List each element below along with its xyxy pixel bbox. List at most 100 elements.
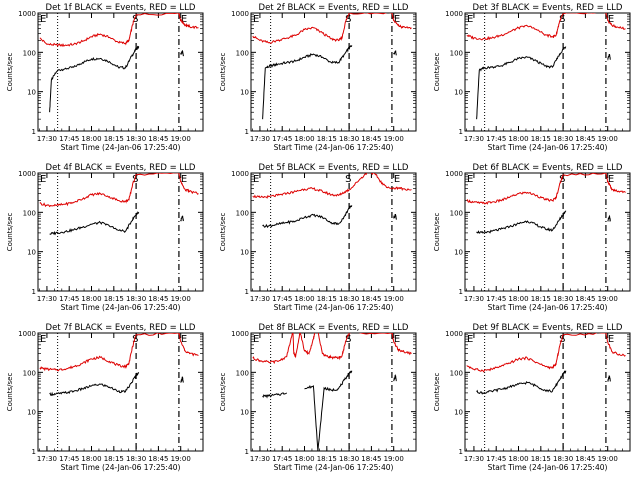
s-marker-label: S (345, 174, 351, 185)
x-axis-label: Start Time (24-Jan-06 17:25:40) (61, 303, 181, 312)
events-series-line (262, 205, 397, 229)
chart-panel: Det 4f BLACK = Events, RED = LLD 1 10 100 10… (6, 163, 204, 312)
x-tick-label: 18:45 (575, 455, 595, 463)
y-axis-label: Counts/sec (6, 53, 14, 92)
series-group (252, 333, 412, 451)
x-tick-label: 18:15 (531, 455, 551, 463)
x-tick-label: 17:30 (250, 135, 270, 143)
y-tick-label: 10 (240, 249, 249, 257)
s-marker-label: S (132, 14, 138, 25)
s-marker-label: S (132, 334, 138, 345)
y-tick-label: 100 (23, 49, 36, 57)
y-tick-label: 10 (27, 249, 36, 257)
x-tick-label: 18:45 (148, 295, 168, 303)
x-tick-label: 18:30 (126, 455, 146, 463)
lld-series-line (466, 173, 626, 205)
e-marker-label: E (467, 14, 473, 25)
lld-series-line (39, 333, 199, 372)
y-axis-label: Counts/sec (433, 373, 441, 412)
y-tick-label: 1000 (18, 10, 36, 18)
x-tick-label: 18:30 (126, 295, 146, 303)
e-marker-label: E (608, 334, 614, 345)
x-tick-label: 17:30 (464, 455, 484, 463)
y-axis-label: Counts/sec (6, 213, 14, 252)
y-tick-label: 1000 (231, 330, 249, 338)
x-tick-label: 17:30 (37, 295, 57, 303)
chart-title: Det 1f BLACK = Events, RED = LLD (46, 3, 196, 13)
chart-title: Det 4f BLACK = Events, RED = LLD (46, 163, 196, 173)
series-group (466, 173, 626, 234)
x-tick-label: 18:30 (553, 295, 573, 303)
x-tick-label: 18:45 (361, 135, 381, 143)
chart-title: Det 5f BLACK = Events, RED = LLD (259, 163, 409, 173)
lld-series-line (252, 173, 412, 199)
x-tick-label: 18:15 (317, 455, 337, 463)
series-group (466, 333, 626, 395)
y-tick-label: 100 (23, 369, 36, 377)
e-marker-label: E (253, 14, 259, 25)
x-tick-label: 18:45 (361, 295, 381, 303)
x-tick-label: 18:15 (104, 455, 124, 463)
x-tick-label: 18:00 (294, 295, 314, 303)
y-tick-label: 1000 (445, 330, 463, 338)
e-marker-label: E (608, 174, 614, 185)
chart-panel: Det 6f BLACK = Events, RED = LLD 1 10 100 10… (433, 163, 631, 312)
s-marker-label: S (345, 14, 351, 25)
events-series-line (262, 45, 397, 120)
series-group (39, 333, 199, 396)
events-series-line (49, 211, 184, 236)
x-tick-label: 17:30 (37, 455, 57, 463)
e-marker-label: E (394, 14, 400, 25)
x-axis-label: Start Time (24-Jan-06 17:25:40) (61, 463, 181, 472)
e-marker-label: E (181, 174, 187, 185)
x-tick-label: 17:45 (59, 295, 79, 303)
x-axis-label: Start Time (24-Jan-06 17:25:40) (61, 143, 181, 152)
plot-frame (37, 332, 204, 452)
y-tick-label: 1000 (231, 10, 249, 18)
e-marker-label: E (394, 174, 400, 185)
lld-series-line (39, 13, 199, 48)
series-group (252, 173, 412, 229)
x-tick-label: 17:45 (272, 135, 292, 143)
plot-frame (250, 12, 417, 132)
x-tick-label: 18:30 (126, 135, 146, 143)
events-series-line (476, 46, 611, 120)
x-tick-label: 19:00 (598, 295, 618, 303)
x-tick-label: 17:30 (37, 135, 57, 143)
y-tick-label: 1000 (445, 10, 463, 18)
y-axis-label: Counts/sec (433, 213, 441, 252)
lld-series-line (466, 13, 626, 41)
chart-title: Det 9f BLACK = Events, RED = LLD (473, 323, 623, 333)
chart-title: Det 3f BLACK = Events, RED = LLD (473, 3, 623, 13)
chart-title: Det 7f BLACK = Events, RED = LLD (46, 323, 196, 333)
x-tick-label: 17:30 (464, 135, 484, 143)
plot-frame (464, 172, 631, 292)
plot-frame (464, 332, 631, 452)
x-tick-label: 18:00 (508, 455, 528, 463)
e-marker-label: E (467, 174, 473, 185)
x-tick-label: 18:45 (148, 135, 168, 143)
x-tick-label: 18:15 (104, 135, 124, 143)
y-tick-label: 100 (236, 369, 249, 377)
y-tick-label: 100 (450, 369, 463, 377)
y-axis-label: Counts/sec (219, 373, 227, 412)
x-axis-label: Start Time (24-Jan-06 17:25:40) (488, 303, 608, 312)
y-tick-label: 1 (245, 288, 249, 296)
events-series-line (476, 210, 611, 234)
y-tick-label: 1000 (18, 170, 36, 178)
y-tick-label: 1 (32, 128, 36, 136)
x-tick-label: 18:00 (294, 135, 314, 143)
y-axis-label: Counts/sec (219, 213, 227, 252)
series-group (39, 13, 199, 113)
y-tick-label: 1 (459, 288, 463, 296)
events-series-line (262, 370, 397, 451)
y-tick-label: 1000 (18, 330, 36, 338)
x-tick-label: 18:15 (531, 135, 551, 143)
x-tick-label: 18:00 (81, 295, 101, 303)
y-tick-label: 10 (27, 409, 36, 417)
chart-panel: Det 8f BLACK = Events, RED = LLD 1 10 100 10… (219, 323, 417, 472)
x-tick-label: 18:45 (575, 135, 595, 143)
y-tick-label: 1 (32, 448, 36, 456)
x-tick-label: 18:15 (531, 295, 551, 303)
e-marker-label: E (40, 14, 46, 25)
